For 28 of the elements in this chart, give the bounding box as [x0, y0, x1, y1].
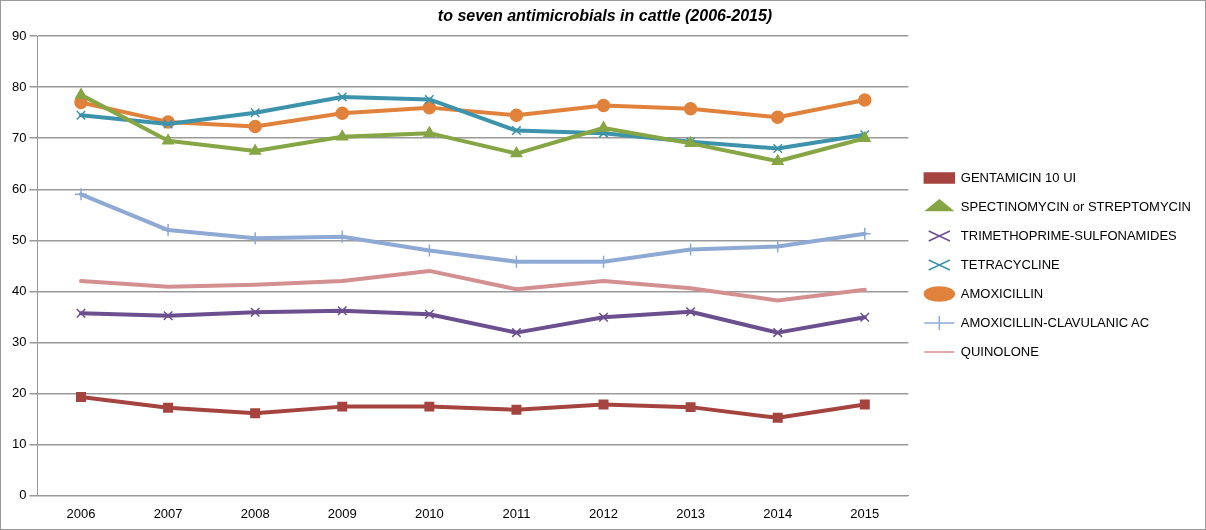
legend-label: AMOXICILLIN-CLAVULANIC AC: [960, 314, 1150, 330]
x-tick-label: 2013: [676, 505, 706, 521]
legend-label: QUINOLONE: [960, 343, 1040, 359]
y-tick-label: 20: [11, 384, 27, 400]
x-tick-label: 2014: [763, 505, 793, 521]
y-tick-label: 60: [11, 180, 27, 196]
x-tick-label: 2010: [414, 505, 444, 521]
x-tick-label: 2008: [240, 505, 270, 521]
y-tick-label: 30: [11, 333, 27, 349]
x-tick-label: 2011: [502, 505, 531, 521]
chart-title: to seven antimicrobials in cattle (2006-2015): [437, 7, 773, 25]
y-tick-label: 80: [11, 78, 27, 94]
legend-label: TRIMETHOPRIME-SULFONAMIDES: [960, 227, 1178, 243]
y-tick-label: 40: [11, 282, 27, 298]
legend-label: SPECTINOMYCIN or STREPTOMYCIN: [960, 198, 1192, 214]
x-tick-label: 2015: [850, 505, 880, 521]
x-tick-label: 2006: [66, 505, 96, 521]
legend-label: GENTAMICIN 10 UI: [960, 169, 1077, 185]
legend-label: TETRACYCLINE: [960, 256, 1061, 272]
y-tick-label: 10: [11, 435, 27, 451]
y-tick-label: 90: [11, 27, 27, 43]
x-tick-label: 2012: [589, 505, 618, 521]
legend-label: AMOXICILLIN: [960, 285, 1044, 301]
x-tick-label: 2009: [327, 505, 357, 521]
y-tick-label: 0: [19, 486, 27, 502]
x-tick-label: 2007: [153, 505, 183, 521]
y-tick-label: 70: [11, 129, 27, 145]
y-tick-label: 50: [11, 231, 27, 247]
